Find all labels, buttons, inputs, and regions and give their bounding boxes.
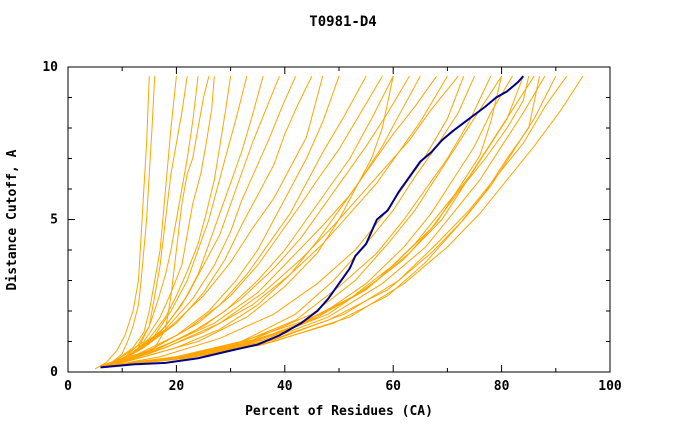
model-line <box>100 76 177 368</box>
x-tick-label: 80 <box>494 379 510 394</box>
model-line <box>111 75 459 367</box>
model-line <box>94 76 150 370</box>
model-line <box>111 75 383 367</box>
model-line <box>100 75 465 368</box>
model-line <box>100 75 297 368</box>
y-tick-label: 5 <box>50 213 58 228</box>
model-line <box>105 76 188 367</box>
y-tick-label: 10 <box>42 60 58 75</box>
model-line <box>105 76 324 367</box>
model-line <box>100 75 421 368</box>
model-line <box>105 75 280 367</box>
model-line <box>105 75 546 367</box>
model-line <box>105 76 232 367</box>
model-line <box>100 75 394 368</box>
x-tick-label: 20 <box>169 379 185 394</box>
x-axis-label: Percent of Residues (CA) <box>245 404 433 419</box>
highlight-line <box>100 75 525 369</box>
x-tick-label: 40 <box>277 379 293 394</box>
model-line <box>100 76 156 368</box>
model-line <box>105 76 503 367</box>
model-line <box>111 75 503 367</box>
model-line <box>111 75 313 367</box>
x-tick-label: 100 <box>598 379 622 394</box>
x-tick-label: 0 <box>64 379 72 394</box>
model-line <box>100 76 530 368</box>
chart-title: T0981-D4 <box>309 14 376 30</box>
model-line <box>111 75 568 367</box>
y-tick-label: 0 <box>50 365 58 380</box>
model-line <box>100 76 248 368</box>
series-group <box>94 75 584 370</box>
y-axis-label: Distance Cutoff, A <box>5 149 20 290</box>
x-tick-label: 60 <box>385 379 401 394</box>
model-line <box>100 75 340 367</box>
model-line <box>105 75 410 367</box>
model-line <box>105 75 513 367</box>
axes-group: 0 20 40 60 80 100 0 5 10 <box>42 60 622 394</box>
model-line <box>100 76 394 368</box>
model-line <box>105 75 437 367</box>
